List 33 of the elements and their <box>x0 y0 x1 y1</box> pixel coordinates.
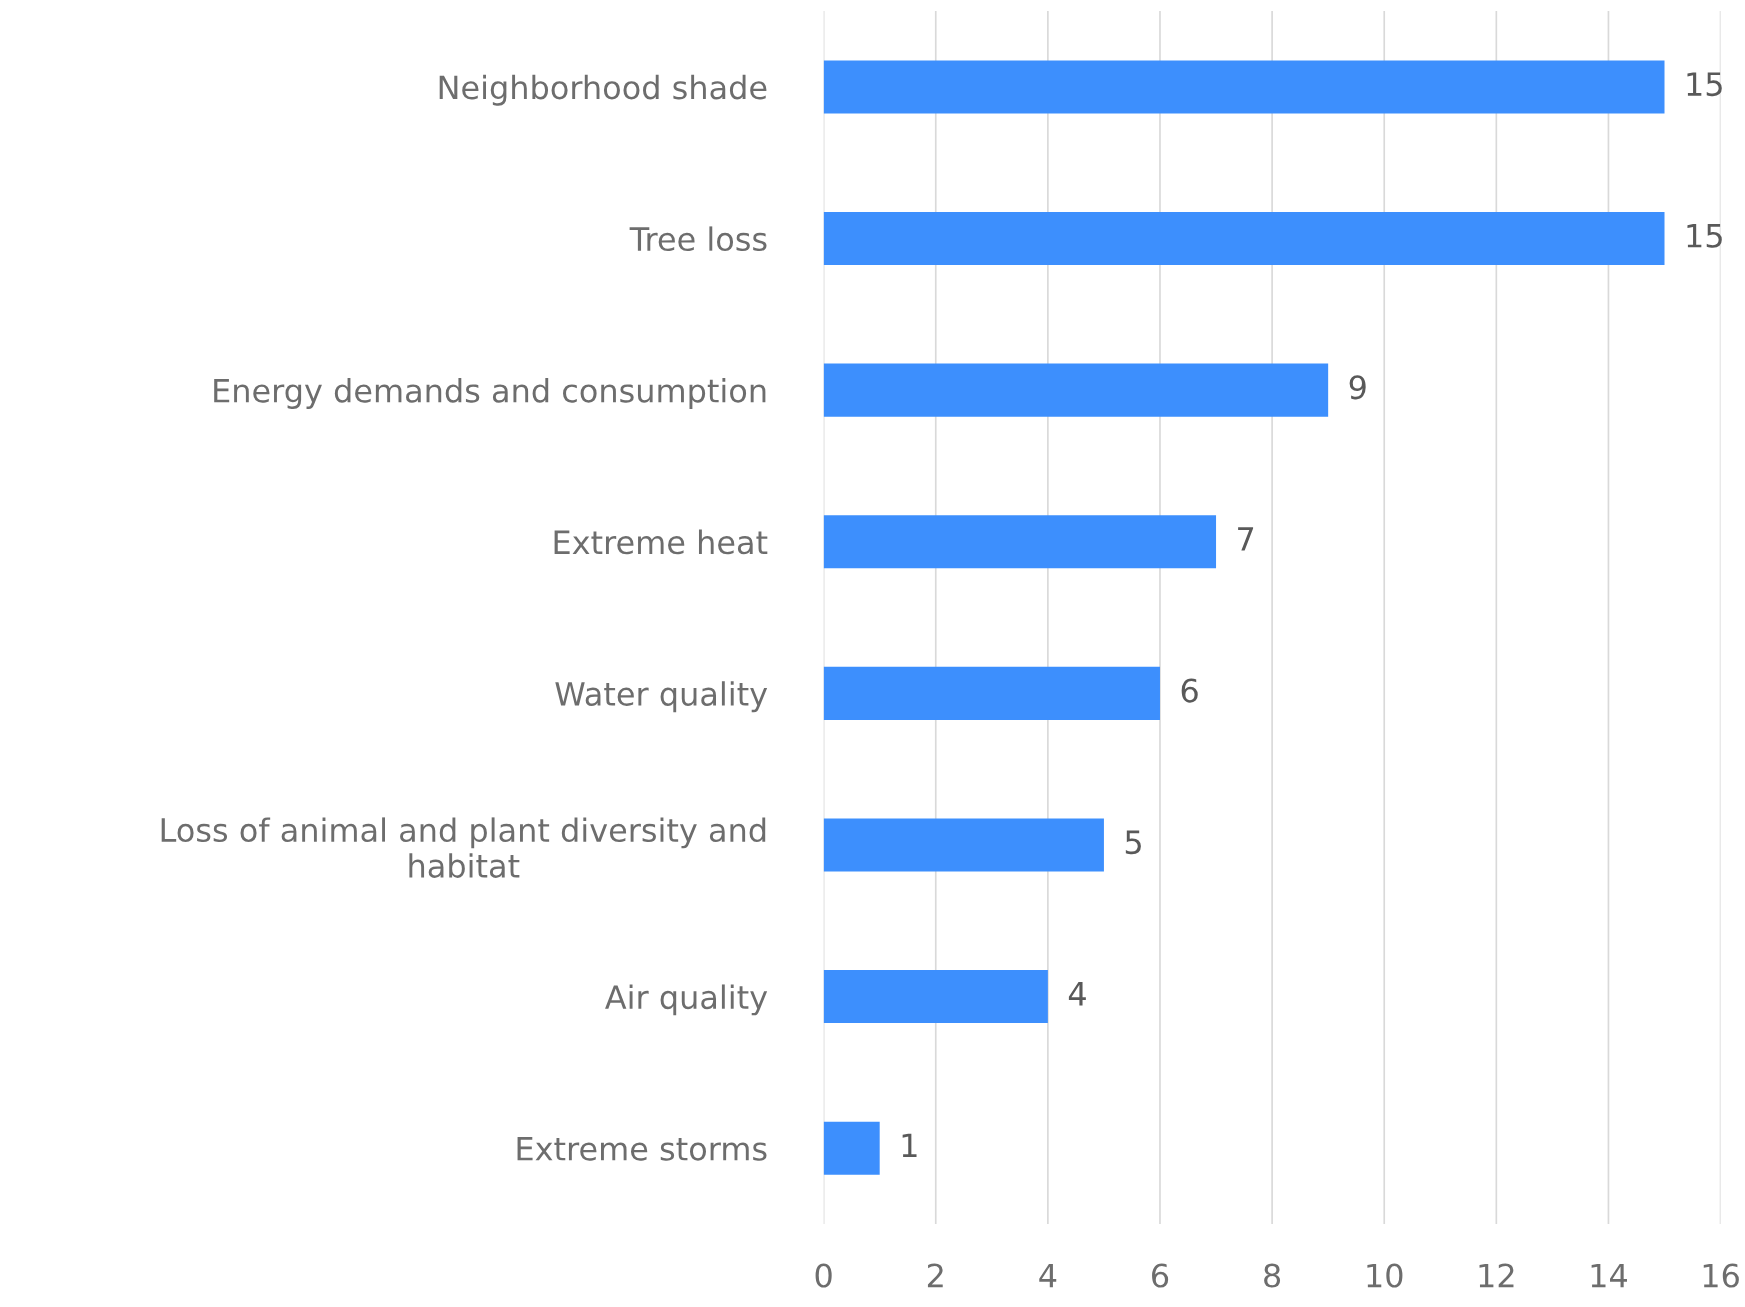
data-label: 7 <box>1238 527 1254 551</box>
y-tick-label: Water quality <box>555 681 768 713</box>
bar <box>823 212 1665 266</box>
data-label: 1 <box>902 1133 917 1158</box>
bar <box>823 970 1048 1024</box>
data-label: 5 <box>1125 830 1141 855</box>
y-tick-label: Air quality <box>605 984 768 1016</box>
bar <box>823 818 1104 872</box>
bar <box>823 1121 880 1175</box>
data-label: 6 <box>1181 678 1198 703</box>
data-label: 4 <box>1068 982 1086 1006</box>
y-tick-label: Extreme storms <box>517 1137 767 1161</box>
x-tick-label: 10 <box>1367 1263 1403 1288</box>
data-label: 15 <box>1687 224 1722 248</box>
y-tick-label: Loss of animal and plant diversity and habitat <box>161 817 766 878</box>
x-tick-label: 16 <box>1703 1263 1739 1288</box>
x-tick-label: 6 <box>1152 1263 1169 1288</box>
y-tick-label: Extreme heat <box>554 529 768 555</box>
y-tick-label: Tree loss <box>629 226 767 252</box>
y-tick-label: Energy demands and consumption <box>214 378 766 409</box>
data-label: 15 <box>1687 72 1722 97</box>
y-tick-label: Neighborhood shade <box>439 74 767 106</box>
x-tick-label: 0 <box>815 1263 832 1288</box>
data-label: 9 <box>1349 375 1366 400</box>
bar <box>823 60 1665 114</box>
x-tick-label: 2 <box>927 1263 943 1288</box>
x-tick-label: 12 <box>1479 1263 1514 1288</box>
x-tick-label: 8 <box>1264 1263 1281 1288</box>
bar <box>823 666 1160 720</box>
x-tick-label: 14 <box>1591 1263 1627 1288</box>
bar <box>823 363 1329 417</box>
bar <box>823 515 1217 569</box>
x-tick-label: 4 <box>1039 1263 1057 1288</box>
